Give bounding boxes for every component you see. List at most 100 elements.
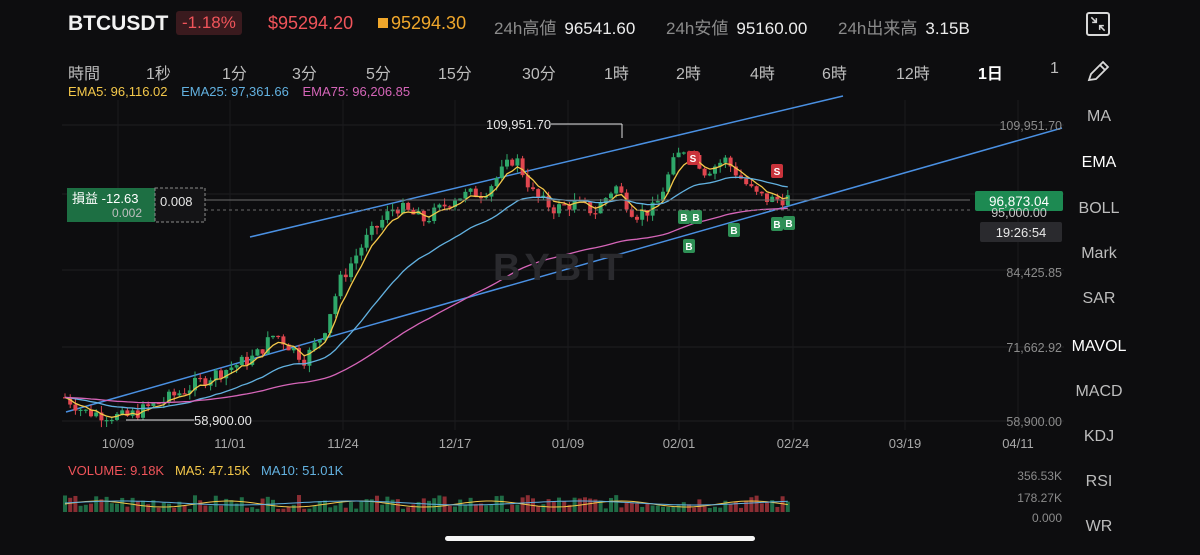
tab-timeframe-6[interactable]: 30分 <box>522 66 556 83</box>
volume-bar <box>167 503 171 512</box>
indicator-mark[interactable]: Mark <box>1081 245 1117 262</box>
date-tick: 03/19 <box>889 436 922 451</box>
tab-timeframe-1[interactable]: 1秒 <box>146 66 171 83</box>
tab-timeframe-13[interactable]: 1 <box>1050 60 1059 77</box>
trade-marker-label: B <box>730 226 737 237</box>
tab-timeframe-8[interactable]: 2時 <box>676 66 701 83</box>
candle-body <box>281 336 286 345</box>
tab-timeframe-0[interactable]: 時間 <box>68 66 101 83</box>
candle-body <box>609 193 613 199</box>
tab-timeframe-7[interactable]: 1時 <box>604 66 629 83</box>
candle-body <box>265 337 270 354</box>
volume-bar <box>749 497 754 512</box>
candle-body <box>598 202 603 214</box>
candle-body <box>510 159 515 166</box>
tab-timeframe-9[interactable]: 4時 <box>750 66 775 83</box>
candle-body <box>681 152 686 154</box>
home-indicator[interactable] <box>445 536 755 541</box>
tab-timeframe-12[interactable]: 1日 <box>978 66 1003 83</box>
indicator-mavol[interactable]: MAVOL <box>1071 338 1127 355</box>
trend-lines[interactable] <box>65 95 1063 413</box>
candle-body <box>744 178 749 185</box>
volume-bar <box>291 504 296 512</box>
volume-bar <box>744 500 749 512</box>
volume-bar <box>572 497 577 512</box>
pencil-icon[interactable] <box>1084 60 1112 84</box>
volume-bar <box>125 506 130 512</box>
candle-body <box>375 225 379 228</box>
collapse-icon[interactable] <box>1086 12 1110 36</box>
volume-bar <box>687 504 691 512</box>
tab-timeframe-4[interactable]: 5分 <box>366 66 391 83</box>
candle-body <box>520 158 525 176</box>
candle-body <box>177 393 182 396</box>
volume-bar <box>203 505 208 512</box>
indicator-rsi[interactable]: RSI <box>1085 473 1113 490</box>
tab-timeframe-5[interactable]: 15分 <box>438 66 472 83</box>
candle-body <box>255 349 260 356</box>
tab-timeframe-2[interactable]: 1分 <box>222 66 247 83</box>
volume-bar <box>640 506 645 512</box>
high-annotation: 109,951.70 <box>486 117 551 132</box>
candle-body <box>515 158 520 166</box>
volume-bar <box>624 502 629 512</box>
volume-bar <box>104 496 109 512</box>
indicator-kdj[interactable]: KDJ <box>1083 428 1115 445</box>
candle-body <box>182 393 187 395</box>
volume-bar <box>458 499 463 512</box>
tab-timeframe-3[interactable]: 3分 <box>292 66 317 83</box>
candle-body <box>291 348 296 351</box>
change-badge: -1.18% <box>176 11 242 35</box>
volume-bar <box>707 508 712 512</box>
volume-bar <box>130 497 135 512</box>
candle-body <box>312 342 317 350</box>
candle-body <box>401 202 405 214</box>
indicator-boll[interactable]: BOLL <box>1078 200 1120 217</box>
candle-body <box>494 178 499 187</box>
volume-bar <box>671 506 676 512</box>
volume-bar <box>73 495 78 512</box>
volume-bar <box>421 498 426 512</box>
indicator-ma[interactable]: MA <box>1087 108 1111 125</box>
candle-body <box>531 187 535 190</box>
volume-bar <box>395 499 400 512</box>
volume-bar <box>432 498 437 512</box>
volume-bar <box>302 508 307 512</box>
indicator-ema[interactable]: EMA <box>1081 154 1117 171</box>
tab-timeframe-10[interactable]: 6時 <box>822 66 847 83</box>
candle-body <box>723 157 728 163</box>
volume-bar <box>141 500 145 512</box>
candle-body <box>78 409 83 411</box>
trade-marker-label: B <box>692 213 699 224</box>
volume-bar <box>484 505 489 512</box>
candle-body <box>567 204 572 210</box>
volume-bar <box>453 506 457 512</box>
tab-timeframe-11[interactable]: 12時 <box>896 66 930 83</box>
candle-body <box>463 191 468 199</box>
volume-bar <box>739 507 743 512</box>
volume-bar <box>328 507 333 512</box>
symbol-title[interactable]: BTCUSDT <box>68 12 169 35</box>
volume-bar <box>728 504 733 512</box>
candle-body <box>572 199 577 210</box>
indicator-sar[interactable]: SAR <box>1082 290 1116 307</box>
volume-bar <box>733 501 738 512</box>
candle-body <box>661 191 665 201</box>
volume-bar <box>520 497 525 512</box>
candle-body <box>406 202 411 210</box>
volume-bar <box>317 501 322 512</box>
candle-body <box>328 314 333 334</box>
candle-body <box>239 356 244 366</box>
candle-body <box>447 206 452 208</box>
volume-bar <box>135 500 140 512</box>
candle-body <box>323 333 327 341</box>
volume-bar <box>146 504 151 512</box>
candle-body <box>411 209 416 215</box>
indicator-macd[interactable]: MACD <box>1075 383 1123 400</box>
indicator-wr[interactable]: WR <box>1085 518 1113 535</box>
buy-marker <box>683 239 695 253</box>
volume-bar <box>645 503 650 512</box>
price-chart[interactable]: 109,951.70 84,425.85 71,662.92 58,900.00 10/… <box>0 95 1066 555</box>
candle-body <box>364 234 369 248</box>
volume-bar <box>208 505 213 512</box>
